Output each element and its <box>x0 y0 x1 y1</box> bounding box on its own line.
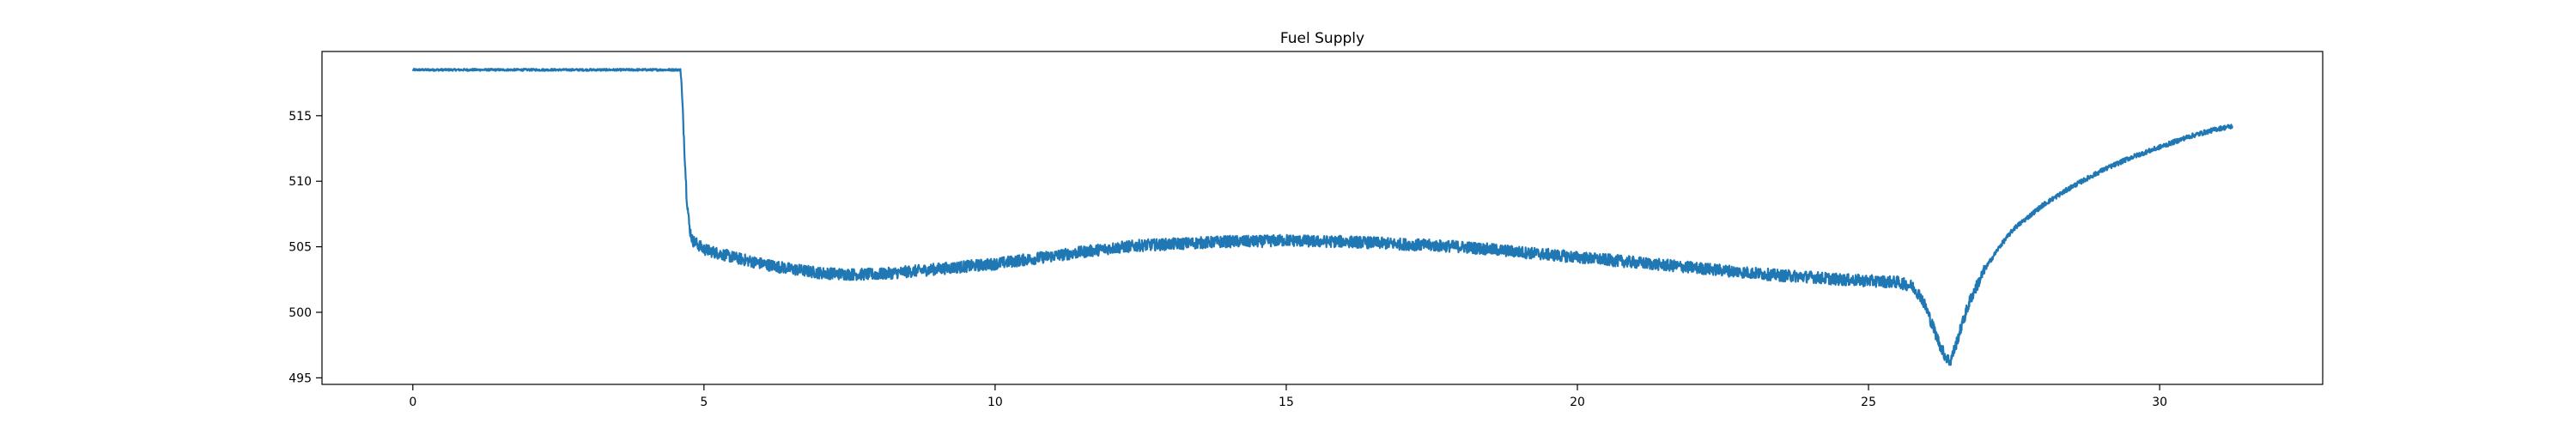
y-tick-label: 500 <box>289 306 312 320</box>
series-line <box>411 68 2233 366</box>
chart-title: Fuel Supply <box>1280 30 1364 47</box>
plot-frame <box>321 51 2324 385</box>
y-tick-label: 495 <box>289 372 312 385</box>
y-tick-label: 505 <box>289 241 312 255</box>
x-tick-label: 15 <box>1279 396 1294 409</box>
x-tick-label: 0 <box>409 396 416 409</box>
x-tick-label: 20 <box>1570 396 1585 409</box>
x-axis: 0 5 10 15 20 25 30 <box>409 384 2167 409</box>
y-tick-label: 510 <box>289 175 312 189</box>
x-tick-label: 30 <box>2152 396 2167 409</box>
x-tick-label: 25 <box>1861 396 1876 409</box>
plot-area <box>321 51 2324 385</box>
y-axis: 495 500 505 510 515 <box>289 110 322 385</box>
y-tick-label: 515 <box>289 110 312 124</box>
x-tick-label: 10 <box>987 396 1003 409</box>
x-tick-label: 5 <box>700 396 708 409</box>
